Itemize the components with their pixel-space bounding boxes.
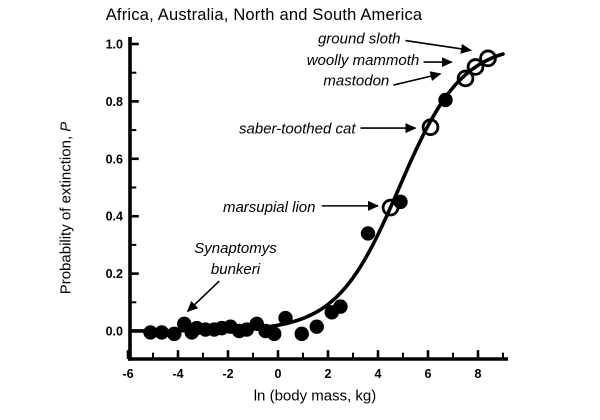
x-tick-label: 2 (325, 367, 332, 381)
x-tick-label: -6 (122, 367, 133, 381)
x-tick-label: 8 (475, 367, 482, 381)
x-tick-label: -4 (172, 367, 183, 381)
y-tick-label: 0.6 (106, 152, 123, 166)
x-tick-label: -2 (222, 367, 233, 381)
data-point-open (479, 49, 497, 68)
data-point-open (381, 198, 400, 217)
data-point-filled (143, 325, 158, 340)
annotation-arrow (393, 71, 442, 86)
annotation-label: bunkeri (211, 261, 261, 278)
data-point-filled (333, 299, 348, 314)
annotation-label: woolly mammoth (307, 52, 420, 69)
annotation-label: Synaptomys (194, 240, 277, 257)
data-point-open (466, 58, 485, 76)
data-point-filled (278, 310, 293, 326)
x-tick-label: 6 (425, 367, 432, 381)
y-tick-label: 0.4 (106, 210, 123, 224)
y-tick-label: 1.0 (106, 38, 123, 52)
annotation-label: mastodon (323, 72, 389, 89)
x-tick-label: 0 (275, 367, 282, 381)
data-point-filled (438, 92, 453, 108)
data-point-open (421, 118, 440, 137)
data-point-filled (267, 326, 282, 342)
annotation-label: marsupial lion (223, 199, 316, 216)
data-point-filled (167, 326, 182, 342)
chart-title: Africa, Australia, North and South Ameri… (105, 6, 423, 24)
y-tick-label: 0.2 (106, 267, 123, 281)
data-point-filled (154, 325, 169, 340)
x-tick-label: 4 (375, 367, 382, 381)
annotation-label: ground sloth (318, 30, 401, 47)
annotation-arrow (405, 39, 472, 54)
y-tick-label: 0.0 (106, 325, 123, 339)
data-point-filled (294, 326, 309, 342)
x-axis-label: ln (body mass, kg) (253, 387, 377, 405)
data-point-filled (360, 226, 376, 241)
data-point-filled (309, 319, 324, 334)
annotation-label: saber-toothed cat (239, 121, 356, 138)
data-point-open (456, 69, 475, 88)
annotation-arrow (186, 280, 220, 313)
y-tick-label: 0.8 (106, 95, 123, 109)
